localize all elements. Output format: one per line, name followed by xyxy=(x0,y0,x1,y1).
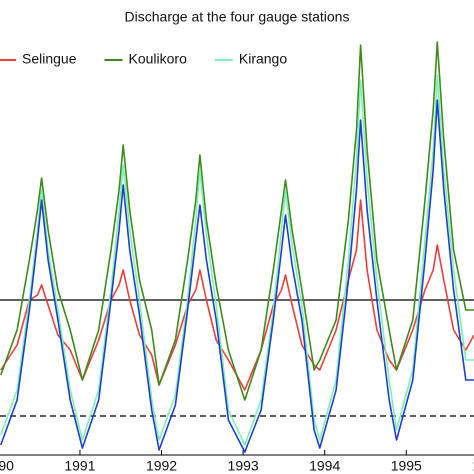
x-tick-label: 1990 xyxy=(0,458,14,474)
chart-title: Discharge at the four gauge stations xyxy=(125,9,350,25)
x-tick-label: 1996 xyxy=(472,458,474,474)
series-line xyxy=(0,41,474,401)
legend-label: Selingue xyxy=(22,51,77,67)
legend-label: Kirango xyxy=(239,51,287,67)
x-tick-label: 1994 xyxy=(309,458,340,474)
series-line xyxy=(0,99,474,453)
x-tick-label: 1993 xyxy=(228,458,259,474)
x-tick-label: 1992 xyxy=(146,458,177,474)
legend-label: Koulikoro xyxy=(129,51,188,67)
x-tick-label: 1995 xyxy=(391,458,422,474)
x-tick-label: 1991 xyxy=(64,458,95,474)
series-line xyxy=(0,199,474,391)
series-line xyxy=(0,74,474,446)
